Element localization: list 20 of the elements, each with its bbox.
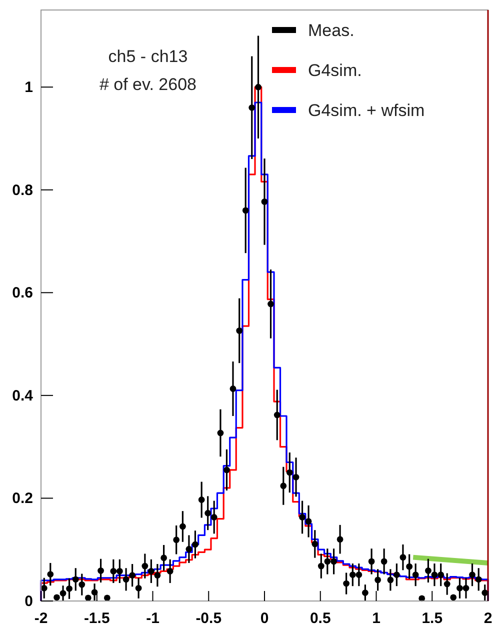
legend-label: G4sim. <box>308 61 362 80</box>
y-tick-label: 0.6 <box>12 284 33 302</box>
x-tick-label: 0 <box>260 610 269 627</box>
y-tick-label: 0.4 <box>12 387 34 404</box>
x-tick-label: -2 <box>34 610 48 627</box>
x-tick-label: 2 <box>484 610 492 627</box>
legend-label: G4sim. + wfsim <box>308 101 425 120</box>
y-tick-label: 0 <box>24 593 33 610</box>
x-tick-label: -0.5 <box>196 610 222 627</box>
y-tick-label: 0.8 <box>12 182 33 199</box>
legend-label: Meas. <box>308 21 354 40</box>
x-tick-label: -1.5 <box>84 610 110 627</box>
x-tick-label: -1 <box>146 610 160 627</box>
x-tick-label: 1 <box>372 610 380 627</box>
y-tick-label: 1 <box>24 79 33 96</box>
annotation: ch5 - ch13 <box>108 47 188 66</box>
y-tick-label: 0.2 <box>12 490 33 508</box>
annotation: # of ev. 2608 <box>99 75 197 94</box>
x-tick-label: 1.5 <box>422 610 443 627</box>
x-tick-label: 0.5 <box>310 610 331 627</box>
